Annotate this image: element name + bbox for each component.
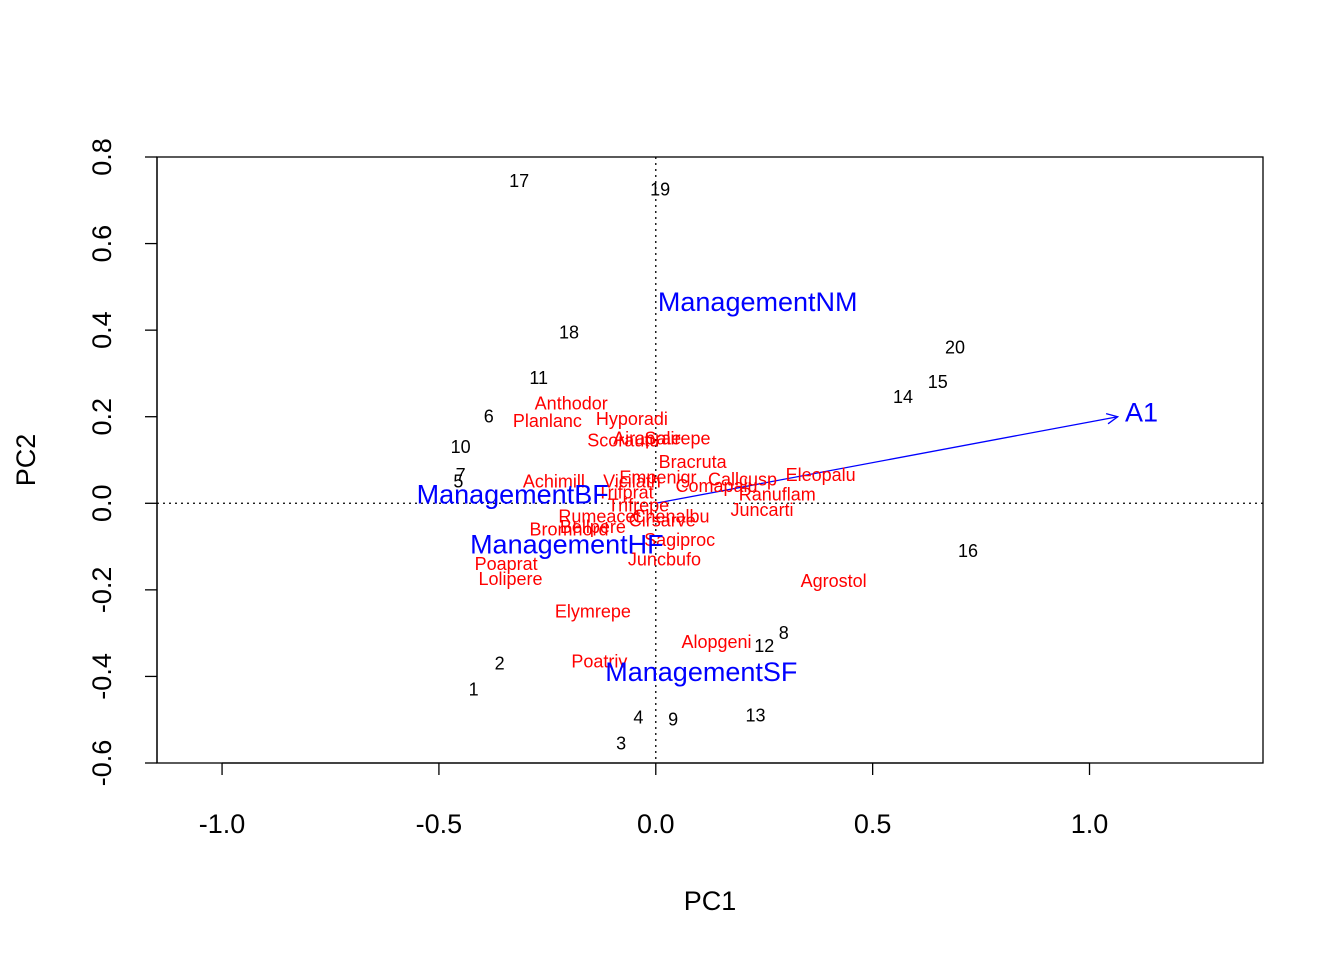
site-label: 8 (779, 623, 789, 643)
site-label: 15 (928, 372, 948, 392)
species-label: Alopgeni (681, 632, 751, 652)
species-label: Anthodor (535, 394, 608, 414)
vector-arrow-head (1105, 412, 1120, 425)
species-label: Ranuflam (739, 485, 816, 505)
y-tick-label: 0.4 (87, 311, 117, 349)
species-label: Juncarti (731, 500, 794, 520)
species-label: Trifrepe (608, 495, 669, 515)
site-label: 18 (559, 322, 579, 342)
species-label: Callcusp (708, 469, 777, 489)
centroid-label: ManagementSF (605, 657, 797, 687)
species-label: Rumeacet (558, 506, 640, 526)
x-tick-label: 0.0 (637, 809, 675, 839)
y-tick-label: -0.4 (87, 653, 117, 700)
species-label: Cirsarve (629, 511, 696, 531)
species-label: Sagiproc (644, 530, 715, 550)
vector-arrow-line (655, 416, 1118, 504)
vector-label: A1 (1125, 397, 1158, 427)
y-axis-title: PC2 (11, 434, 41, 487)
site-label: 12 (754, 636, 774, 656)
species-label: Airaprae (613, 428, 681, 448)
environmental-vectors: A1 (655, 397, 1158, 504)
species-label: Bromhord (530, 519, 609, 539)
site-label: 17 (509, 171, 529, 191)
y-tick-label: 0.0 (87, 485, 117, 523)
site-label: 16 (958, 541, 978, 561)
site-label: 7 (456, 465, 466, 485)
y-tick-label: 0.8 (87, 138, 117, 176)
species-label: Comapalu (675, 476, 757, 496)
x-axis-title: PC1 (684, 886, 737, 916)
species-label: Eleopalu (786, 465, 856, 485)
species-label: Poatriv (571, 651, 627, 671)
species-label: Bracruta (659, 452, 728, 472)
centroid-label: ManagementBF (417, 480, 609, 510)
species-label: Trifprat (597, 482, 653, 502)
species-label: Juncbufo (628, 550, 701, 570)
site-label: 10 (451, 437, 471, 457)
species-label: Agrostol (801, 571, 867, 591)
centroid-label: ManagementNM (658, 287, 858, 317)
y-tick-label: -0.2 (87, 567, 117, 614)
species-label: Achimill (523, 472, 585, 492)
y-axis: -0.6 -0.4 -0.2 0.0 0.2 0.4 0.6 0.8 (87, 138, 158, 787)
site-label: 2 (495, 653, 505, 673)
species-label: Vicilath (603, 472, 661, 492)
site-label: 4 (633, 708, 643, 728)
centroid-label: ManagementHF (470, 529, 664, 559)
y-tick-label: 0.6 (87, 225, 117, 263)
site-label: 19 (650, 179, 670, 199)
site-label: 13 (746, 705, 766, 725)
site-label: 9 (668, 710, 678, 730)
y-tick-label: -0.6 (87, 740, 117, 787)
site-label: 20 (945, 337, 965, 357)
x-tick-label: -1.0 (199, 809, 246, 839)
site-label: 11 (529, 368, 548, 388)
species-label: Salirepe (644, 428, 710, 448)
species-label: Lolipere (478, 569, 542, 589)
species-label: Chenalbu (632, 506, 709, 526)
x-axis: -1.0 -0.5 0.0 0.5 1.0 (199, 762, 1109, 839)
species-label: Planlanc (513, 411, 582, 431)
factor-centroids: ManagementNM ManagementBF ManagementHF Mana… (417, 287, 858, 687)
species-label: Empenigr (619, 467, 696, 487)
species-label: Elymrepe (555, 602, 631, 622)
species-label: Scorautu (587, 431, 659, 451)
x-tick-label: 0.5 (854, 809, 892, 839)
y-tick-label: 0.2 (87, 398, 117, 436)
site-label: 1 (469, 679, 479, 699)
species-label: Hyporadi (596, 409, 668, 429)
site-label: 14 (893, 387, 913, 407)
x-tick-label: -0.5 (416, 809, 463, 839)
species-label: Bellpere (560, 517, 626, 537)
x-tick-label: 1.0 (1071, 809, 1109, 839)
site-label: 6 (484, 407, 494, 427)
reference-lines (157, 157, 1263, 763)
species-label: Poaprat (475, 554, 538, 574)
species-scores: Achimill Agrostol Airaprae Alopgeni Anthodor… (475, 394, 867, 672)
site-label: 3 (616, 734, 626, 754)
site-label: 5 (453, 472, 463, 492)
